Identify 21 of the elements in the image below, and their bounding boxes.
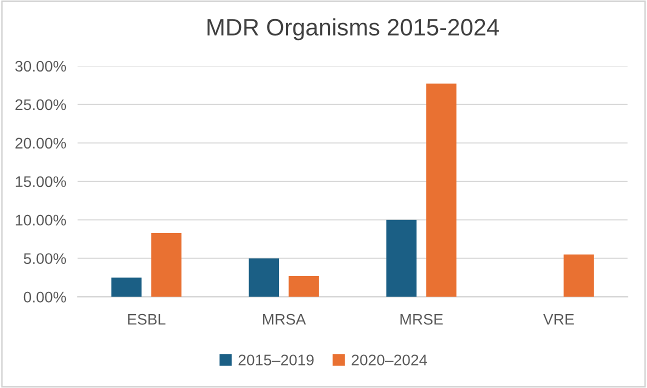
y-tick-label: 10.00% xyxy=(16,214,66,226)
bar xyxy=(386,220,417,297)
x-tick-label: ESBL xyxy=(128,314,166,325)
bar xyxy=(426,84,456,297)
y-tick-label: 20.00% xyxy=(15,138,66,149)
chart-title: MDR Organisms 2015-2024 xyxy=(208,18,499,40)
y-tick-label: 5.00% xyxy=(24,253,66,264)
y-tick-label: 25.00% xyxy=(15,99,66,110)
bar xyxy=(564,254,594,297)
x-tick-label: MRSE xyxy=(400,314,443,325)
bar xyxy=(111,278,142,297)
y-tick-label: 0.00% xyxy=(24,292,66,303)
x-tick-label: MRSA xyxy=(263,314,306,325)
y-tick-label: 30.00% xyxy=(15,60,66,72)
legend-label: 2015–2019 xyxy=(238,354,314,366)
legend-label: 2020–2024 xyxy=(352,354,428,366)
bar xyxy=(151,232,182,297)
x-tick-label: VRE xyxy=(543,314,574,325)
y-tick-label: 15.00% xyxy=(16,176,66,188)
bar xyxy=(288,276,319,297)
bar xyxy=(248,258,280,297)
